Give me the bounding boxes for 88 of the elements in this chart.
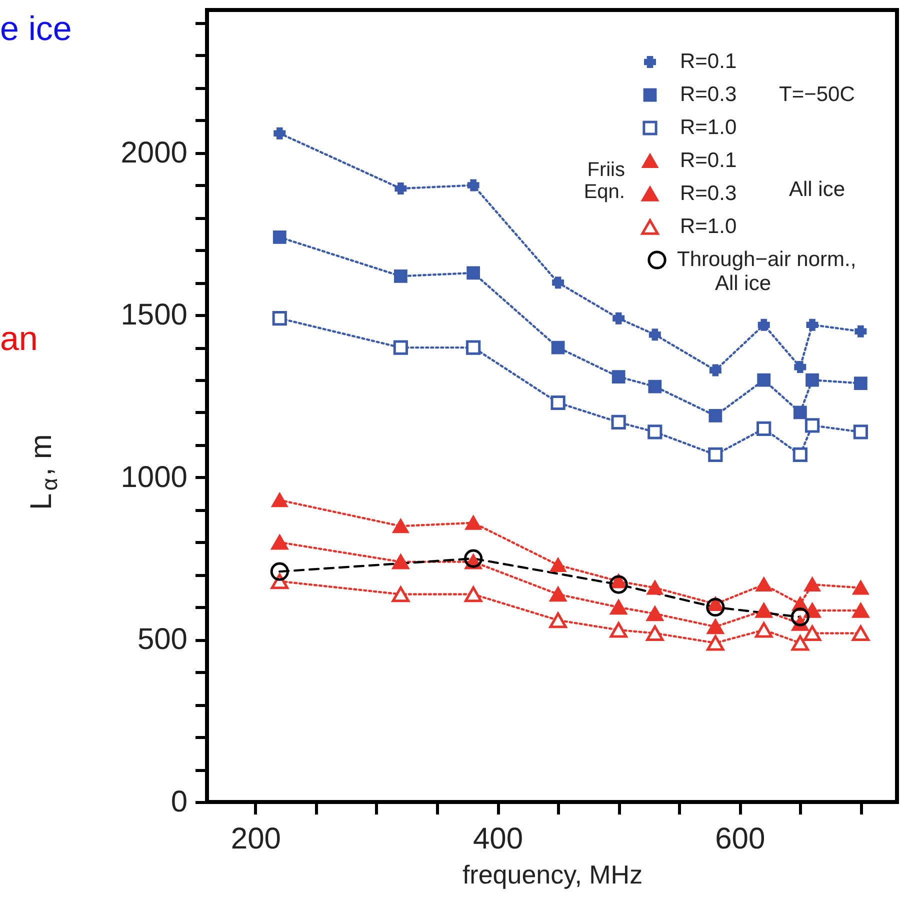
point xyxy=(394,182,407,195)
text: an xyxy=(0,320,38,358)
point xyxy=(394,269,408,283)
point xyxy=(790,608,810,626)
point xyxy=(852,603,870,618)
point xyxy=(793,406,807,420)
x-tick-label: 600 xyxy=(715,822,766,856)
point xyxy=(852,625,870,642)
point xyxy=(648,380,662,394)
point xyxy=(854,325,867,338)
legend-label: R=0.3 xyxy=(680,182,737,205)
point xyxy=(464,549,483,568)
point xyxy=(646,606,664,622)
point xyxy=(550,558,566,572)
legend-label: R=1.0 xyxy=(680,116,737,139)
point xyxy=(551,340,565,354)
point xyxy=(754,622,773,638)
point xyxy=(466,340,481,355)
point xyxy=(550,586,566,602)
point xyxy=(647,580,663,595)
legend-label: R=0.1 xyxy=(680,149,737,172)
point xyxy=(611,414,626,430)
point xyxy=(612,370,626,384)
point xyxy=(648,424,662,440)
y-tick-label: 500 xyxy=(137,623,188,656)
point xyxy=(852,580,869,595)
y-axis-title: Lα, m xyxy=(25,434,62,510)
point xyxy=(854,376,868,390)
point xyxy=(549,612,567,628)
annotation: All ice xyxy=(789,178,846,201)
point xyxy=(853,424,868,440)
point xyxy=(610,574,626,588)
legend-label: R=0.1 xyxy=(680,50,737,73)
point xyxy=(758,318,770,331)
annotation: Friis Eqn. xyxy=(584,159,625,203)
point xyxy=(272,311,287,326)
point xyxy=(464,586,482,602)
legend-label: Through−air norm., All ice xyxy=(677,248,856,295)
point xyxy=(272,230,286,244)
point xyxy=(791,635,810,651)
point xyxy=(550,395,566,410)
x-tick-label: 200 xyxy=(230,822,281,856)
y-tick-label: 1500 xyxy=(120,298,188,332)
y-tick-label: 2000 xyxy=(120,136,188,170)
point xyxy=(272,493,288,508)
annotation: T=−50C xyxy=(779,83,855,106)
point xyxy=(646,625,664,642)
point xyxy=(612,312,625,324)
x-axis-title: frequency, MHz xyxy=(462,860,643,890)
point xyxy=(806,373,819,387)
point xyxy=(794,361,806,374)
point xyxy=(467,179,480,192)
point xyxy=(648,328,661,341)
point xyxy=(757,373,771,387)
legend-label: R=1.0 xyxy=(680,215,737,238)
point xyxy=(393,340,408,355)
point xyxy=(708,447,723,462)
point xyxy=(271,534,288,550)
point xyxy=(806,318,818,331)
y-tick-label: 0 xyxy=(170,786,188,818)
x-tick-label: 400 xyxy=(472,822,524,856)
point xyxy=(706,635,724,651)
text: e ice xyxy=(0,10,72,48)
point xyxy=(392,554,410,570)
point xyxy=(706,598,725,617)
point xyxy=(274,127,286,140)
point xyxy=(708,597,724,611)
point xyxy=(756,421,772,436)
point xyxy=(466,266,480,280)
y-tick-label: 1000 xyxy=(120,460,188,494)
point xyxy=(792,447,808,462)
point xyxy=(610,622,628,638)
point xyxy=(465,516,482,530)
point xyxy=(755,603,772,618)
legend-label: R=0.3 xyxy=(680,83,737,106)
point xyxy=(609,575,628,594)
point xyxy=(708,409,722,422)
point xyxy=(756,578,772,592)
point xyxy=(804,418,820,433)
point xyxy=(709,364,722,376)
point xyxy=(552,276,564,289)
point xyxy=(270,562,289,581)
point xyxy=(803,625,822,642)
point xyxy=(707,619,724,634)
point xyxy=(392,586,410,602)
point xyxy=(392,519,409,534)
point xyxy=(610,600,627,615)
point xyxy=(804,578,820,592)
